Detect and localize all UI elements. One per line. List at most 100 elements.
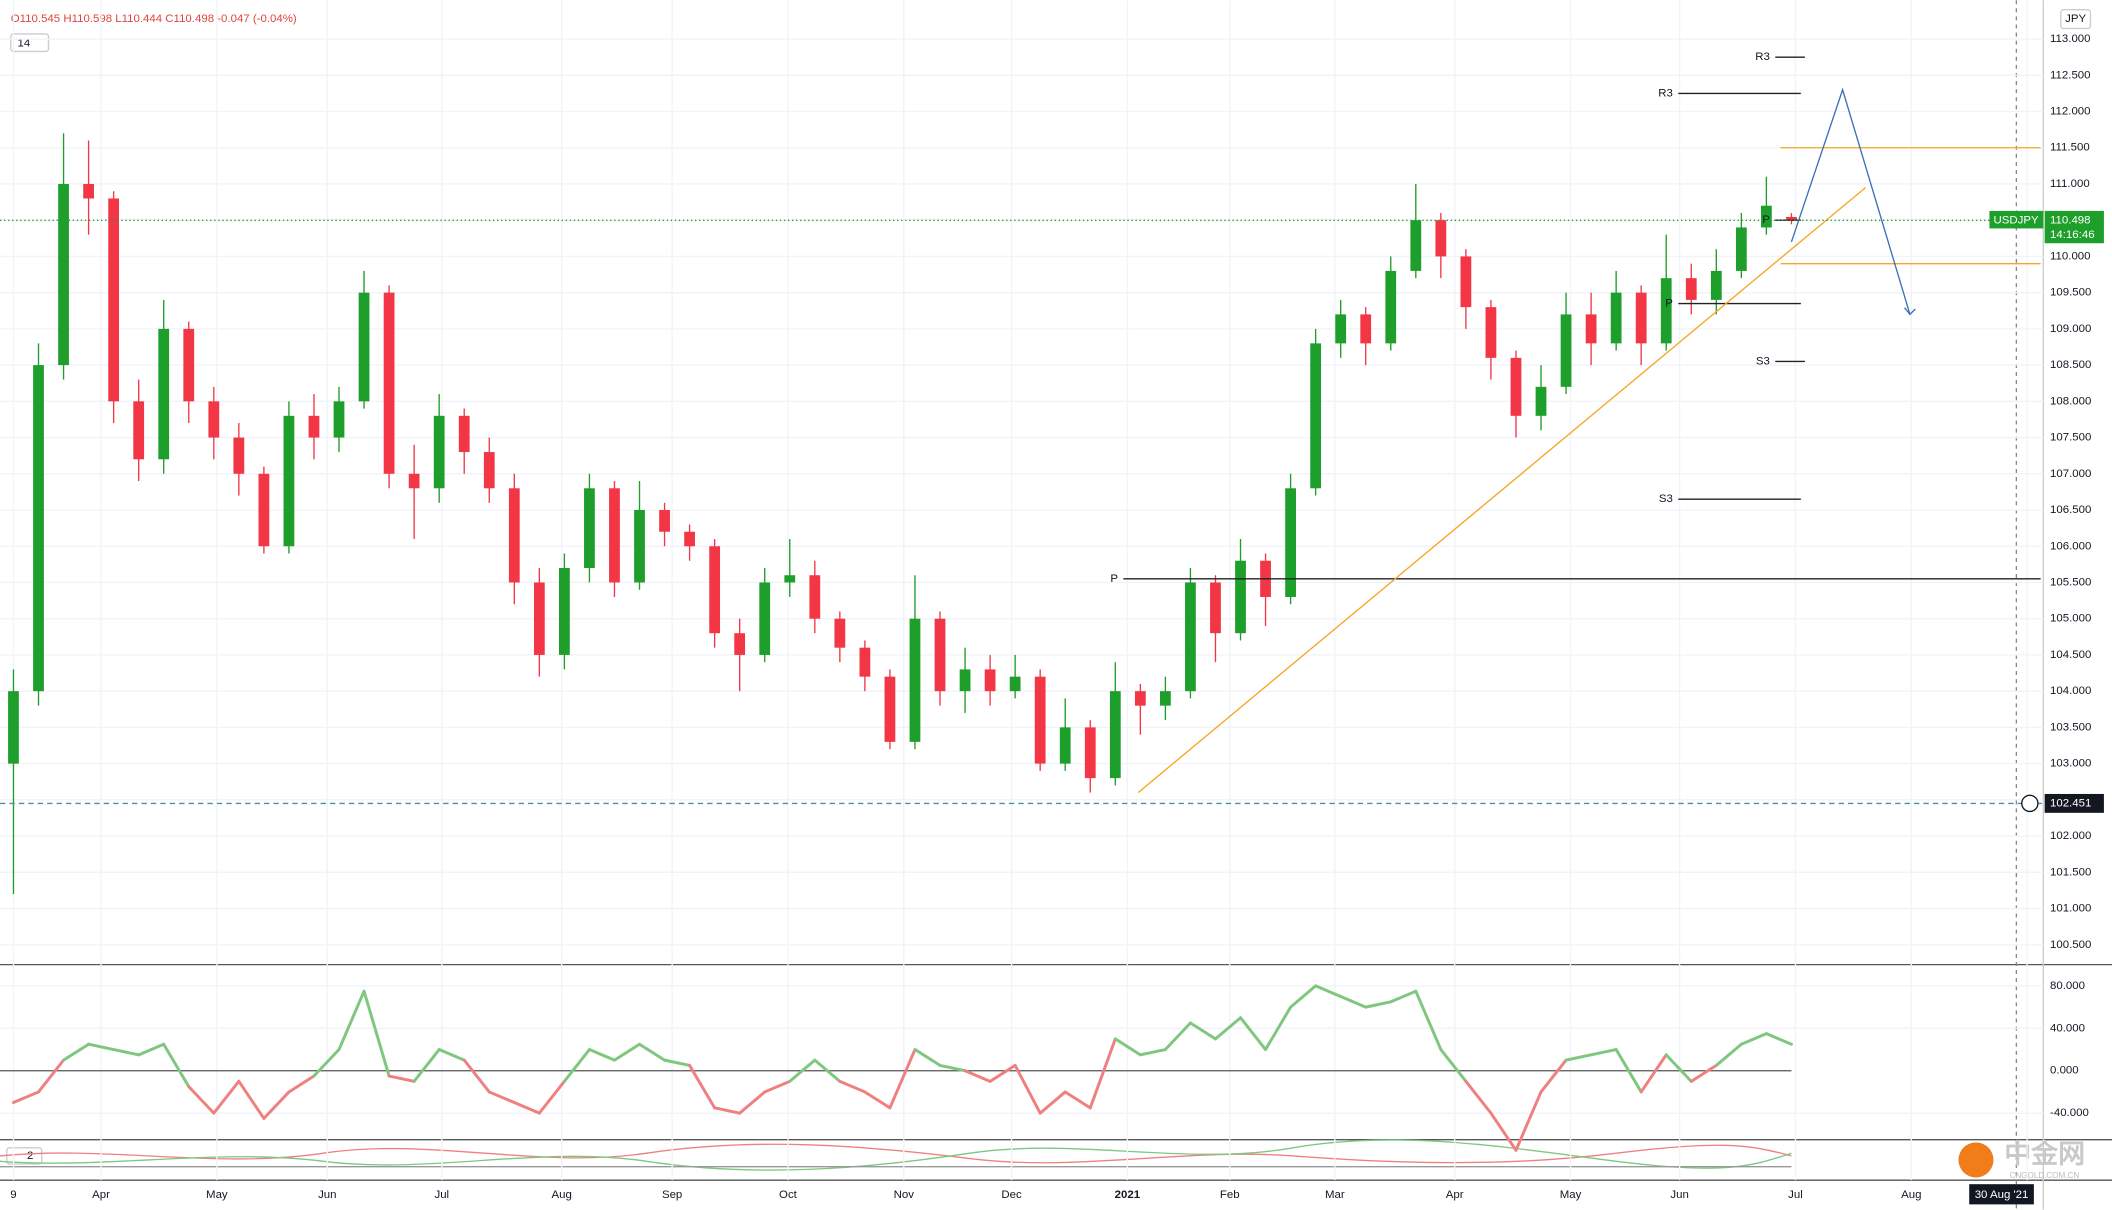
candles	[8, 133, 1797, 895]
indicator-value: 14	[18, 37, 31, 49]
oscillator-segment	[1239, 1016, 1268, 1052]
candle-body	[1435, 220, 1447, 257]
candle-body	[233, 437, 245, 474]
x-tick-label: Jul	[1788, 1189, 1803, 1201]
last-price: 110.498	[2050, 214, 2091, 226]
oscillator-segment	[1564, 1053, 1593, 1062]
candle-body	[108, 198, 120, 402]
y-tick-label: 110.000	[2050, 250, 2091, 262]
candle-body	[533, 582, 545, 655]
y-tick-label: 80.000	[2050, 980, 2085, 992]
x-tick-label: Jun	[1670, 1189, 1688, 1201]
oscillator-segment	[462, 1058, 491, 1094]
candle-body	[58, 183, 69, 366]
candle-body	[183, 328, 195, 402]
candle-body	[1410, 220, 1422, 271]
watermark: 中金网	[2004, 1138, 2085, 1169]
oscillator-segment	[1088, 1037, 1117, 1110]
x-tick-label: Aug	[551, 1189, 571, 1201]
y-tick-label: 112.500	[2050, 69, 2091, 81]
x-tick-label: May	[206, 1189, 228, 1201]
candle-body	[1310, 343, 1322, 489]
candle-body	[33, 365, 44, 692]
candle-body	[158, 328, 170, 460]
oscillator-segment	[1389, 989, 1418, 1004]
y-tick-label: 103.000	[2050, 758, 2091, 770]
candle-body	[8, 691, 19, 764]
oscillator-segment	[1539, 1058, 1568, 1094]
pivot-label: P	[1665, 298, 1673, 310]
projection	[1790, 87, 1911, 315]
oscillator-segment	[1614, 1048, 1643, 1094]
oscillator-segment	[337, 989, 366, 1052]
candle-body	[1360, 314, 1372, 344]
x-tick-label: Dec	[1001, 1189, 1022, 1201]
arrow-head	[1904, 307, 1916, 316]
y-tick-label: 101.500	[2050, 866, 2091, 878]
candle-body	[208, 401, 220, 438]
oscillator-segment	[11, 1090, 40, 1105]
oscillator-segment	[412, 1048, 441, 1083]
candle-body	[609, 488, 620, 583]
indicator-badge[interactable]	[10, 33, 50, 53]
candle-body	[358, 292, 370, 402]
candle-body	[83, 183, 94, 199]
candle-body	[283, 415, 295, 547]
oscillator-segment	[87, 1042, 116, 1052]
oscillator-segment	[262, 1090, 291, 1120]
oscillator-segment	[663, 1058, 692, 1067]
candle-body	[1786, 216, 1797, 221]
oscillator-segment	[788, 1058, 817, 1083]
candle-body	[508, 488, 520, 583]
candle-body	[1510, 357, 1522, 416]
oscillator-segment	[537, 1079, 566, 1115]
y-tick-label: 107.500	[2050, 432, 2091, 444]
oscillator-segment	[387, 1074, 416, 1083]
y-tick-label: 107.000	[2050, 468, 2091, 480]
date-tag	[1969, 1184, 2034, 1205]
y-tick-label: 100.500	[2050, 939, 2091, 951]
stoch-line	[0, 1143, 1792, 1164]
candle-body	[1034, 676, 1046, 764]
x-tick-label: Jul	[434, 1189, 449, 1201]
candle-body	[1009, 676, 1021, 692]
y-tick-label: 106.500	[2050, 504, 2091, 516]
oscillator-segment	[1013, 1063, 1042, 1115]
candle-body	[584, 488, 595, 568]
oscillator-segment	[112, 1048, 141, 1057]
oscillator-segment	[1163, 1021, 1192, 1052]
oscillator-segment	[437, 1048, 466, 1062]
oscillator-segment	[1714, 1042, 1743, 1067]
candle-body	[1084, 727, 1096, 779]
oscillator-segment	[1038, 1090, 1067, 1115]
price-tag	[2044, 210, 2104, 244]
candle-body	[333, 401, 345, 438]
candle-body	[308, 415, 320, 438]
watermark-logo	[1958, 1142, 1994, 1178]
oscillator-segment	[237, 1079, 266, 1120]
oscillator-segment	[1764, 1032, 1793, 1046]
oscillator-segment	[187, 1085, 216, 1115]
currency-button[interactable]	[2060, 8, 2092, 30]
y-tick-label: 113.000	[2050, 33, 2091, 45]
x-tick-label: Jun	[318, 1189, 336, 1201]
bottom-oscillator	[0, 1139, 1792, 1171]
x-tick-label: May	[1560, 1189, 1582, 1201]
symbol-label: USDJPY	[1993, 214, 2038, 226]
candle-body	[634, 510, 645, 583]
y-tick-label: 106.000	[2050, 540, 2091, 552]
y-tick-label: 104.500	[2050, 649, 2091, 661]
x-tick-label: 9	[10, 1189, 16, 1201]
candle-body	[1485, 307, 1497, 358]
candle-body	[133, 401, 145, 460]
oscillator-segment	[1589, 1048, 1618, 1057]
oscillator-segment	[62, 1042, 91, 1062]
candle-body	[1460, 256, 1472, 308]
oscillator-segment	[988, 1063, 1017, 1083]
candle-body	[1635, 292, 1647, 344]
y-tick-label: 109.500	[2050, 287, 2091, 299]
oscillator-segment	[512, 1101, 541, 1115]
y-tick-label: 0.000	[2050, 1065, 2079, 1077]
candle-body	[834, 618, 846, 648]
